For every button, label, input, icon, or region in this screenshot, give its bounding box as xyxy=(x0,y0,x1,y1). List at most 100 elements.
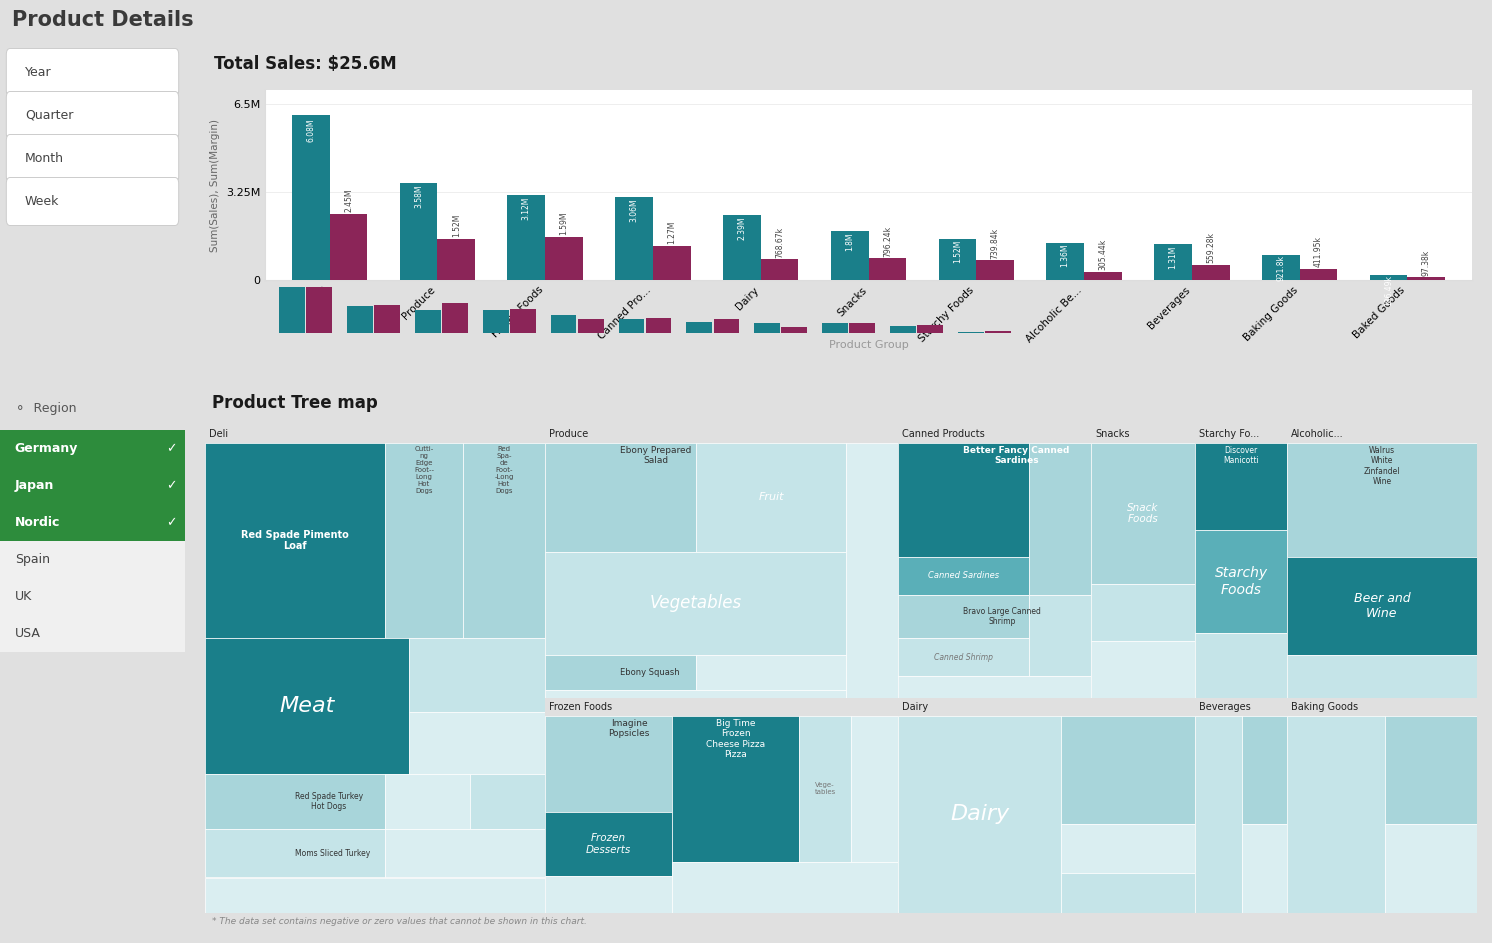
Text: 6.08M: 6.08M xyxy=(306,118,315,141)
Text: ⚬  Region: ⚬ Region xyxy=(15,403,76,415)
Bar xyxy=(1195,443,1288,530)
Bar xyxy=(330,213,367,280)
Text: 3.06M: 3.06M xyxy=(630,199,639,223)
Bar xyxy=(1085,272,1122,280)
Bar xyxy=(1288,716,1385,913)
Text: Vege-
tables: Vege- tables xyxy=(815,783,836,796)
Bar xyxy=(1241,716,1288,824)
Bar xyxy=(782,327,807,333)
Text: Baking Goods: Baking Goods xyxy=(1291,702,1358,712)
Bar xyxy=(1385,716,1477,824)
Bar xyxy=(619,320,645,333)
Text: 739.84k: 739.84k xyxy=(991,227,1000,258)
Bar xyxy=(846,443,898,698)
Bar xyxy=(646,318,671,333)
Text: Japan: Japan xyxy=(15,479,54,492)
Text: 411.95k: 411.95k xyxy=(1314,237,1323,268)
Bar xyxy=(545,443,695,552)
Bar xyxy=(1407,277,1446,280)
Bar xyxy=(761,259,798,280)
Bar xyxy=(507,195,545,280)
Bar xyxy=(545,876,671,913)
Text: 1.8M: 1.8M xyxy=(844,232,853,251)
Bar xyxy=(442,304,468,333)
Text: 2.39M: 2.39M xyxy=(737,217,746,240)
Bar xyxy=(755,323,780,333)
Text: Spain: Spain xyxy=(15,553,49,566)
Text: Beverages: Beverages xyxy=(1200,702,1250,712)
Bar xyxy=(898,716,1061,913)
Text: Walrus
White
Zinfandel
Wine: Walrus White Zinfandel Wine xyxy=(1364,446,1401,487)
Bar xyxy=(385,774,470,829)
Bar xyxy=(545,812,671,876)
Bar xyxy=(0,430,185,467)
Bar xyxy=(545,552,846,655)
Bar xyxy=(204,829,385,877)
Text: Deli: Deli xyxy=(209,429,228,439)
Text: 1.52M: 1.52M xyxy=(953,240,962,263)
Text: Month: Month xyxy=(25,152,64,165)
Bar xyxy=(898,557,1029,595)
Bar xyxy=(545,655,695,690)
Text: 559.28k: 559.28k xyxy=(1206,233,1214,263)
Bar xyxy=(463,443,545,638)
Bar xyxy=(831,231,868,280)
Bar xyxy=(889,326,916,333)
Bar xyxy=(918,325,943,333)
Text: Snack
Foods: Snack Foods xyxy=(1128,503,1159,524)
Bar xyxy=(551,315,576,333)
Text: ✓: ✓ xyxy=(167,516,178,529)
Bar xyxy=(1195,633,1288,698)
Y-axis label: Sum(Sales), Sum(Margin): Sum(Sales), Sum(Margin) xyxy=(210,119,221,252)
Text: Product Group: Product Group xyxy=(828,340,909,350)
Bar xyxy=(0,467,185,504)
Bar xyxy=(898,638,1029,676)
Bar xyxy=(1288,655,1477,698)
Bar xyxy=(1029,595,1091,676)
Text: Fruit: Fruit xyxy=(758,492,783,503)
Bar xyxy=(1262,255,1300,280)
FancyBboxPatch shape xyxy=(6,91,179,140)
Text: Quarter: Quarter xyxy=(25,109,73,122)
Bar xyxy=(1091,641,1195,698)
Text: Red
Spa-
de
Foot-
-Long
Hot
Dogs: Red Spa- de Foot- -Long Hot Dogs xyxy=(494,446,513,494)
Text: ✓: ✓ xyxy=(167,442,178,455)
Text: Canned Shrimp: Canned Shrimp xyxy=(934,653,994,661)
Text: Nordic: Nordic xyxy=(15,516,60,529)
Bar xyxy=(822,323,847,333)
Bar xyxy=(1091,443,1195,584)
Bar xyxy=(1241,824,1288,913)
Text: Vegetables: Vegetables xyxy=(649,594,742,613)
Bar xyxy=(409,712,545,774)
Text: 1.52M: 1.52M xyxy=(452,214,461,238)
Bar xyxy=(385,829,545,877)
Bar xyxy=(976,260,1015,280)
Text: Dairy: Dairy xyxy=(903,702,928,712)
Bar xyxy=(385,443,463,638)
Bar xyxy=(545,690,846,698)
Bar xyxy=(800,716,850,862)
Bar xyxy=(292,115,330,280)
Bar xyxy=(400,183,437,280)
Text: Starchy
Foods: Starchy Foods xyxy=(1214,567,1268,597)
Bar xyxy=(671,862,898,913)
Text: 2.45M: 2.45M xyxy=(345,189,354,212)
Bar xyxy=(1288,443,1477,557)
Bar xyxy=(1155,244,1192,280)
Bar xyxy=(958,332,983,333)
Text: 796.24k: 796.24k xyxy=(883,226,892,257)
Bar xyxy=(898,443,1029,557)
Bar xyxy=(695,655,846,690)
Bar xyxy=(898,676,1091,698)
Bar xyxy=(938,239,976,280)
FancyBboxPatch shape xyxy=(6,48,179,96)
Bar xyxy=(483,310,509,333)
Text: Week: Week xyxy=(25,195,60,208)
Text: 3.12M: 3.12M xyxy=(522,197,531,221)
Bar xyxy=(1288,557,1477,655)
Bar xyxy=(1370,275,1407,280)
Bar xyxy=(868,258,906,280)
Bar xyxy=(1061,716,1195,824)
Text: Big Time
Frozen
Cheese Pizza
Pizza: Big Time Frozen Cheese Pizza Pizza xyxy=(706,719,765,759)
Bar xyxy=(306,288,333,333)
